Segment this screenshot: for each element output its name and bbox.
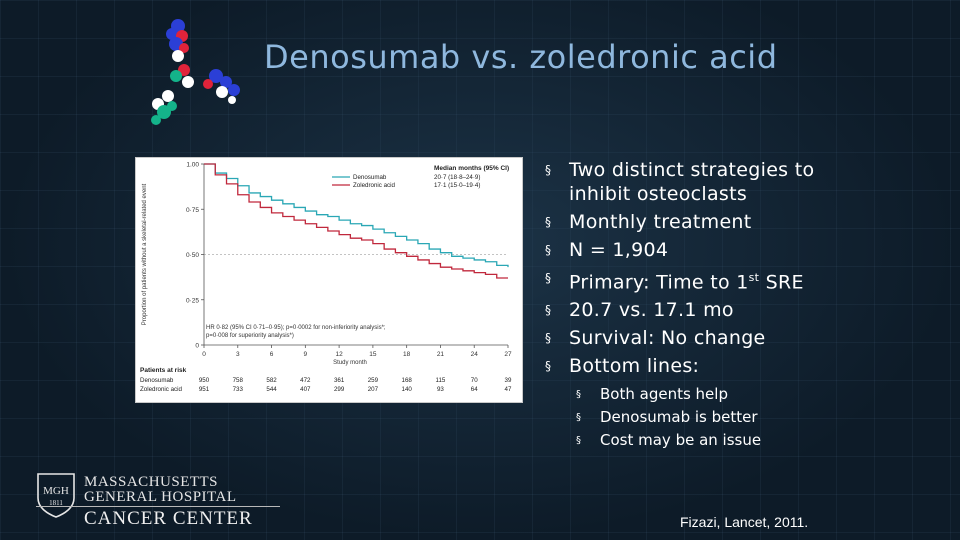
risk-table-cell: 47 <box>505 386 512 393</box>
x-tick-label: 21 <box>437 351 445 358</box>
risk-table-cell: 168 <box>402 377 413 384</box>
kaplan-meier-chart: 0 0·25 0·50 0·75 1.00 0 3 6 9 12 15 18 21 24 27 Proport… <box>140 162 512 394</box>
svg-text:1811: 1811 <box>49 499 63 507</box>
antibody-fc-stem <box>151 64 194 125</box>
sub-bullet-item: § Denosumab is better <box>576 406 836 429</box>
protein-structure-image <box>138 12 248 130</box>
legend-series-median: 17·1 (15·0–19·4) <box>434 182 480 189</box>
bullet-list: § Two distinct strategies to inhibit oste… <box>545 158 845 382</box>
y-tick-label: 0·75 <box>186 207 199 214</box>
risk-table-cell: 733 <box>233 386 244 393</box>
y-tick-label: 0·50 <box>186 252 199 259</box>
risk-table-cell: 407 <box>300 386 311 393</box>
antibody-fab-arm-top <box>166 19 189 62</box>
logo-line-1: MASSACHUSETTS <box>84 474 219 490</box>
x-axis-label: Study month <box>333 360 367 366</box>
risk-table-cell: 207 <box>368 386 379 393</box>
y-tick-label: 0·25 <box>186 297 199 304</box>
antibody-fab-arm-right <box>203 69 240 104</box>
x-tick-label: 6 <box>270 351 274 358</box>
km-curve-denosumab <box>204 163 509 268</box>
x-tick-label: 3 <box>236 351 240 358</box>
bullet-item: § Bottom lines: <box>545 355 700 378</box>
citation: Fizazi, Lancet, 2011. <box>680 514 809 530</box>
risk-table-row-label: Zoledronic acid <box>140 386 183 393</box>
legend-series-name: Denosumab <box>353 174 387 181</box>
bullet-item: § Two distinct strategies to inhibit oste… <box>545 159 815 205</box>
legend-series-name: Zoledronic acid <box>353 182 396 189</box>
y-tick-label: 1.00 <box>186 162 199 169</box>
risk-table-row-label: Denosumab <box>140 377 174 384</box>
bullet-marker-icon: § <box>545 271 552 285</box>
risk-table-cell: 64 <box>471 386 478 393</box>
hr-annotation-line: HR 0·82 (95% CI 0·71–0·95); p=0·0002 for… <box>206 325 386 331</box>
x-tick-label: 18 <box>403 351 411 358</box>
bullet-marker-icon: § <box>545 215 552 229</box>
risk-table-cell: 140 <box>402 386 413 393</box>
risk-table-cell: 582 <box>266 377 277 384</box>
risk-table-title: Patients at risk <box>140 367 187 374</box>
legend-title: Median months (95% CI) <box>434 165 509 172</box>
risk-table-cell: 299 <box>334 386 345 393</box>
bullet-marker-icon: § <box>576 435 581 446</box>
svg-text:MGH: MGH <box>43 485 69 497</box>
sub-bullet-list: § Both agents help § Denosumab is better §… <box>576 383 836 452</box>
survival-chart-panel: 0 0·25 0·50 0·75 1.00 0 3 6 9 12 15 18 21 24 27 Proport… <box>135 157 523 403</box>
y-axis-label: Proportion of patients without a skeleta… <box>142 183 148 325</box>
bullet-marker-icon: § <box>576 389 581 400</box>
slide-title: Denosumab vs. zoledronic acid <box>264 38 778 76</box>
bullet-marker-icon: § <box>576 412 581 423</box>
bullet-marker-icon: § <box>545 163 552 177</box>
x-tick-label: 9 <box>304 351 308 358</box>
bullet-item: § N = 1,904 <box>545 239 669 261</box>
x-tick-label: 27 <box>504 351 512 358</box>
risk-table-cell: 950 <box>199 377 210 384</box>
x-tick-label: 0 <box>202 351 206 358</box>
logo-line-2: GENERAL HOSPITAL <box>84 489 237 505</box>
logo-line-3: CANCER CENTER <box>84 508 253 529</box>
mgh-cancer-center-logo: MGH 1811 MASSACHUSETTS GENERAL HOSPITAL … <box>36 472 286 532</box>
risk-table-cell: 472 <box>300 377 311 384</box>
x-tick-label: 24 <box>471 351 479 358</box>
bullet-marker-icon: § <box>545 359 552 374</box>
sub-bullet-item: § Both agents help <box>576 383 836 406</box>
bullet-item: § Survival: No change <box>545 327 766 350</box>
bullet-item: § Monthly treatment <box>545 211 752 233</box>
risk-table-cell: 544 <box>266 386 277 393</box>
risk-table-cell: 115 <box>436 377 446 384</box>
sub-bullet-item: § Cost may be an issue <box>576 429 836 452</box>
x-tick-label: 12 <box>335 351 343 358</box>
risk-table-cell: 70 <box>471 377 478 384</box>
risk-table-cell: 361 <box>334 377 345 384</box>
risk-table-cell: 951 <box>199 386 210 393</box>
risk-table-cell: 758 <box>233 377 244 384</box>
risk-table-cell: 93 <box>437 386 444 393</box>
logo-divider <box>36 506 280 507</box>
bullet-marker-icon: § <box>545 331 552 346</box>
bullet-item: § 20.7 vs. 17.1 mo <box>545 299 734 322</box>
mgh-shield-icon: MGH 1811 <box>37 473 75 518</box>
x-tick-label: 15 <box>369 351 377 358</box>
risk-table-cell: 39 <box>505 377 512 384</box>
bullet-item: § Primary: Time to 1st SRE <box>545 266 845 294</box>
hr-annotation-line: p=0·008 for superiority analysis*) <box>206 333 294 339</box>
legend-series-median: 20·7 (18·8–24·9) <box>434 174 480 181</box>
y-tick-label: 0 <box>195 343 199 350</box>
bullet-marker-icon: § <box>545 303 552 318</box>
bullet-marker-icon: § <box>545 243 552 257</box>
km-curve-zoledronic-acid <box>204 163 508 279</box>
risk-table-cell: 259 <box>368 377 379 384</box>
